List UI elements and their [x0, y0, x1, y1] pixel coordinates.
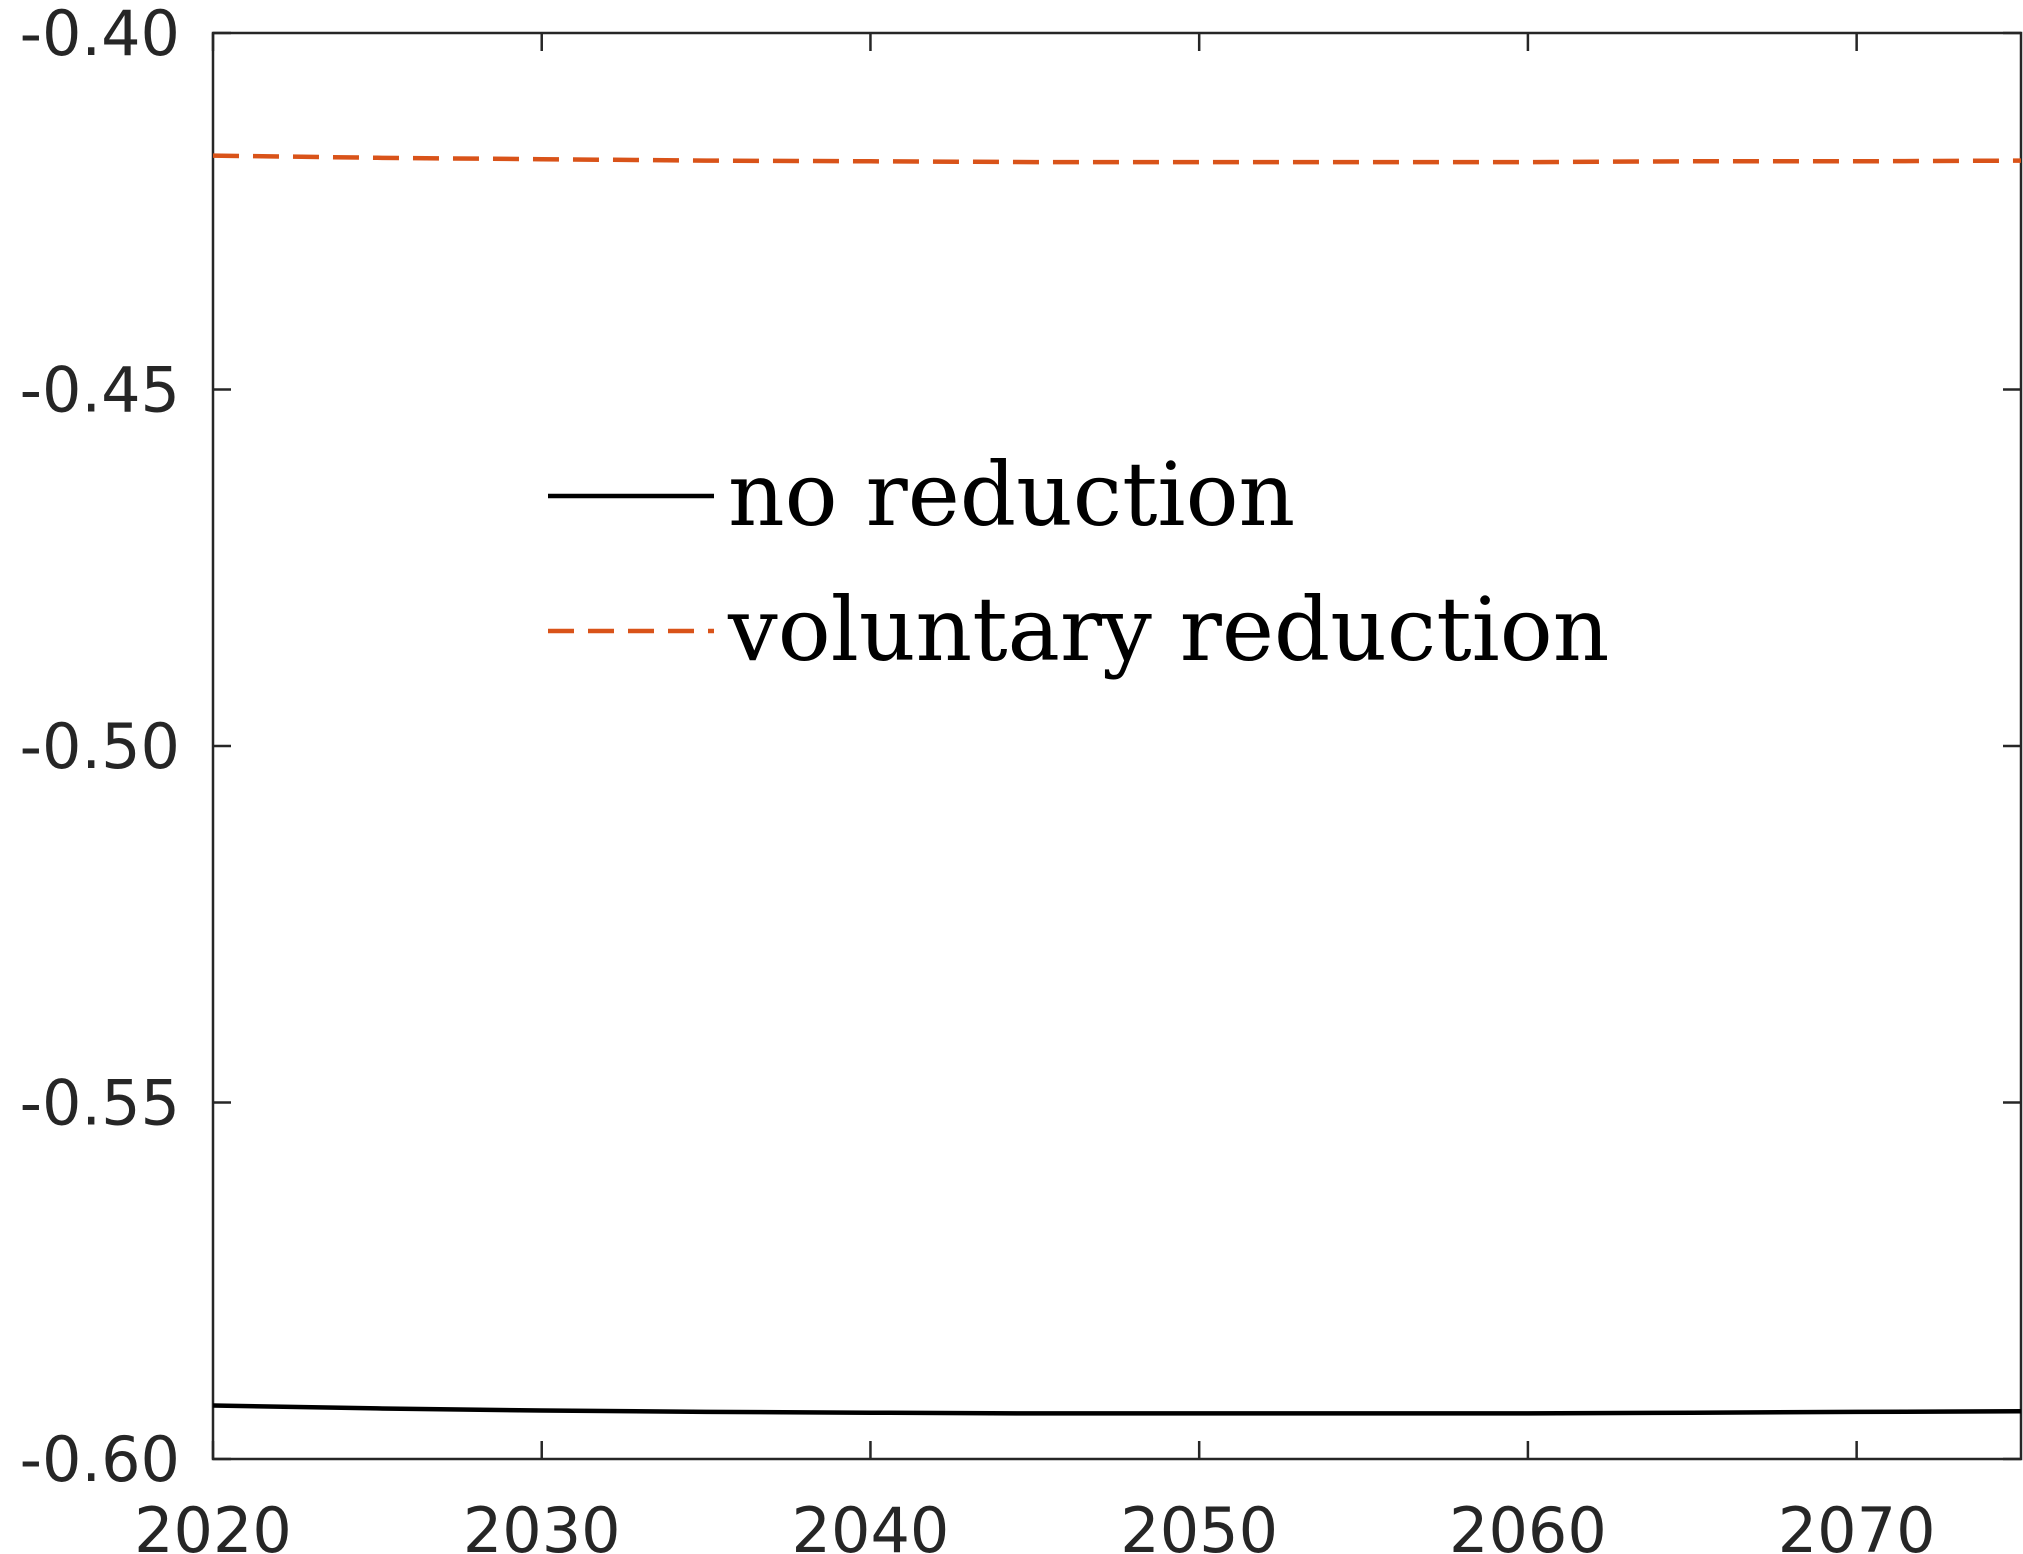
legend-label: voluntary reduction [727, 578, 1609, 681]
x-tick-label: 2040 [792, 1494, 950, 1554]
y-tick-label: -0.40 [20, 0, 180, 70]
plot-area [211, 31, 2023, 1461]
x-tick-label: 2070 [1778, 1494, 1936, 1554]
x-tick-label: 2050 [1120, 1494, 1278, 1554]
y-tick-label: -0.55 [20, 1067, 180, 1140]
y-tick-label: -0.45 [20, 354, 180, 427]
x-axis: 2020 2030 2040 2050 2060 2070 [134, 33, 1936, 1554]
x-tick-label: 2060 [1449, 1494, 1607, 1554]
y-tick-label: -0.50 [20, 710, 180, 783]
y-tick-label: -0.60 [20, 1423, 180, 1496]
x-tick-label: 2030 [463, 1494, 621, 1554]
series-line-1 [212, 153, 2022, 165]
y-axis: -0.60 -0.55 -0.50 -0.45 -0.40 [20, 0, 2021, 1496]
legend-label: no reduction [728, 443, 1295, 546]
x-tick-label: 2020 [134, 1494, 292, 1554]
legend: no reduction voluntary reduction [548, 443, 1609, 681]
series-layer [212, 153, 2022, 1416]
series-line-0 [212, 1403, 2022, 1416]
